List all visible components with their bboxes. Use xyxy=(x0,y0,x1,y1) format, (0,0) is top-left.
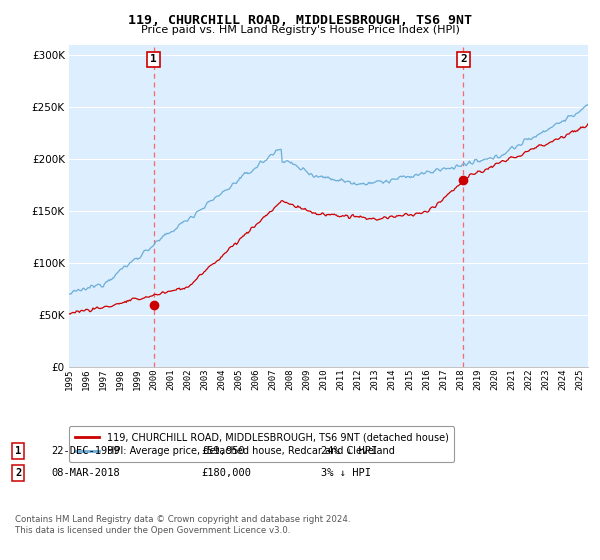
Text: 2: 2 xyxy=(15,468,21,478)
Legend: 119, CHURCHILL ROAD, MIDDLESBROUGH, TS6 9NT (detached house), HPI: Average price: 119, CHURCHILL ROAD, MIDDLESBROUGH, TS6 … xyxy=(68,426,454,462)
Text: Contains HM Land Registry data © Crown copyright and database right 2024.: Contains HM Land Registry data © Crown c… xyxy=(15,515,350,524)
Text: Price paid vs. HM Land Registry's House Price Index (HPI): Price paid vs. HM Land Registry's House … xyxy=(140,25,460,35)
Text: This data is licensed under the Open Government Licence v3.0.: This data is licensed under the Open Gov… xyxy=(15,526,290,535)
Text: 1: 1 xyxy=(15,446,21,456)
Text: £59,950: £59,950 xyxy=(201,446,245,456)
Text: 119, CHURCHILL ROAD, MIDDLESBROUGH, TS6 9NT: 119, CHURCHILL ROAD, MIDDLESBROUGH, TS6 … xyxy=(128,14,472,27)
Text: 2: 2 xyxy=(460,54,467,64)
Text: 1: 1 xyxy=(150,54,157,64)
Text: 24% ↓ HPI: 24% ↓ HPI xyxy=(321,446,377,456)
Text: 08-MAR-2018: 08-MAR-2018 xyxy=(51,468,120,478)
Text: £180,000: £180,000 xyxy=(201,468,251,478)
Text: 22-DEC-1999: 22-DEC-1999 xyxy=(51,446,120,456)
Text: 3% ↓ HPI: 3% ↓ HPI xyxy=(321,468,371,478)
